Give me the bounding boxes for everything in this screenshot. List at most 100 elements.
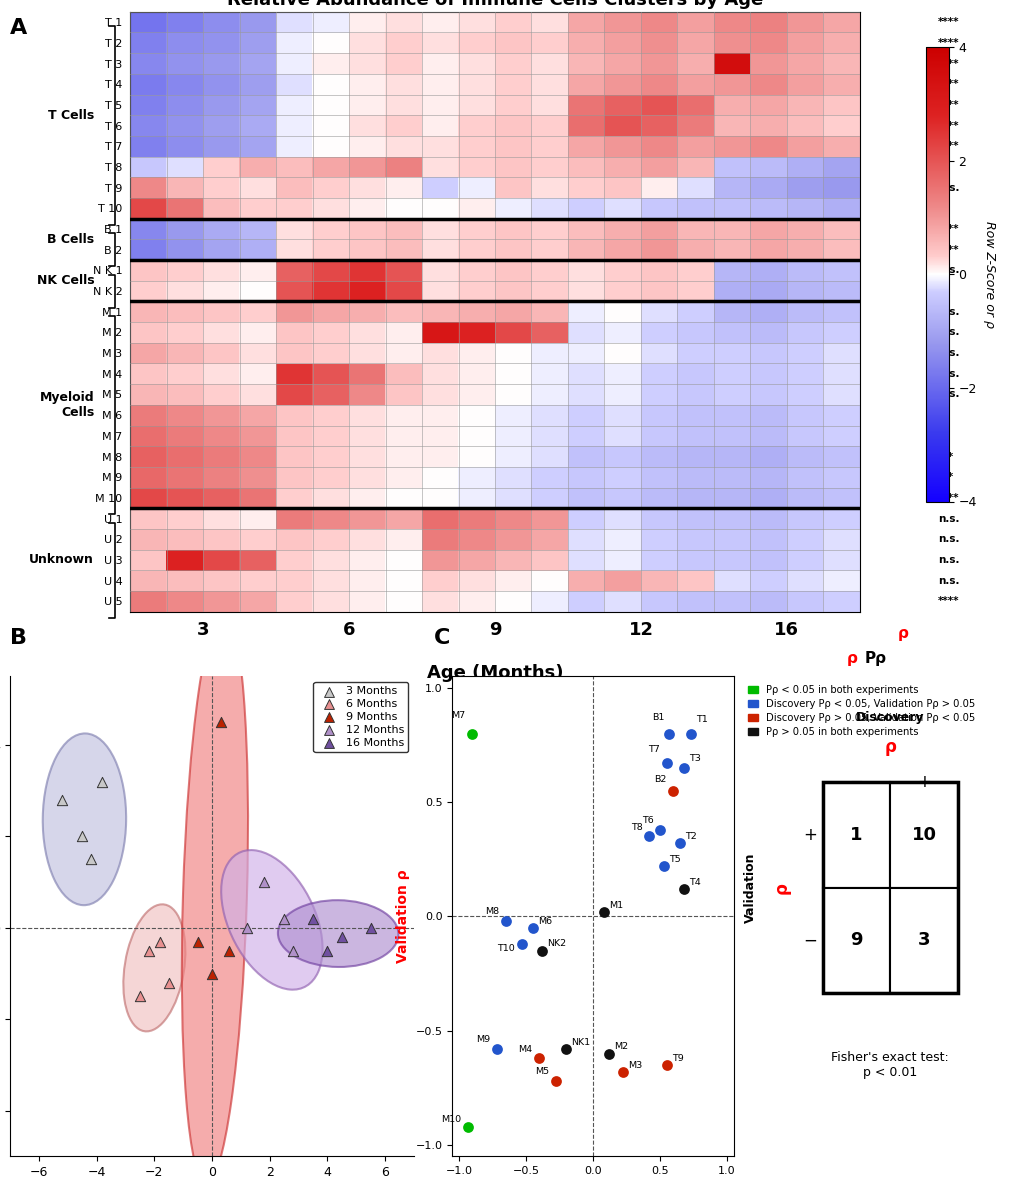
- Text: A: A: [10, 18, 28, 38]
- Text: T1: T1: [696, 715, 707, 725]
- Text: *: *: [936, 162, 943, 172]
- Text: M6: M6: [538, 917, 551, 925]
- Text: ****: ****: [936, 100, 959, 110]
- Point: [460, 1117, 476, 1136]
- Text: B: B: [10, 628, 28, 648]
- Point: [676, 759, 692, 778]
- Point: [531, 1049, 547, 1068]
- Point: [212, 713, 228, 732]
- Text: B1: B1: [651, 713, 663, 722]
- Point: [141, 942, 157, 961]
- Point: [276, 910, 292, 929]
- Ellipse shape: [221, 850, 322, 990]
- Text: n.s.: n.s.: [936, 389, 959, 400]
- Text: B2: B2: [654, 775, 666, 784]
- Bar: [890, 887, 957, 994]
- Text: M10: M10: [441, 1115, 462, 1125]
- Text: T6: T6: [641, 817, 653, 825]
- Text: +: +: [916, 773, 930, 791]
- Text: T9: T9: [672, 1054, 683, 1063]
- Point: [54, 791, 70, 809]
- Point: [658, 1056, 675, 1075]
- Text: *: *: [936, 286, 943, 296]
- Ellipse shape: [181, 610, 248, 1180]
- Text: M7: M7: [451, 710, 466, 720]
- Text: ρ: ρ: [771, 881, 790, 893]
- Point: [94, 772, 110, 791]
- Text: M3: M3: [628, 1061, 642, 1069]
- Point: [533, 942, 549, 961]
- Text: 3: 3: [917, 931, 929, 950]
- Point: [658, 754, 675, 773]
- Point: [83, 850, 99, 868]
- Text: T7: T7: [648, 746, 659, 754]
- Text: T5: T5: [668, 854, 681, 864]
- Text: Discovery: Discovery: [855, 712, 923, 725]
- Title: Relative Abundance of Immune Cells Clusters by Age: Relative Abundance of Immune Cells Clust…: [226, 0, 762, 9]
- Point: [664, 781, 681, 800]
- Point: [497, 912, 514, 931]
- Text: 9: 9: [850, 931, 862, 950]
- Text: ****: ****: [936, 18, 959, 27]
- Text: ****: ****: [936, 142, 959, 151]
- Bar: [822, 782, 957, 994]
- Text: −: −: [802, 931, 816, 950]
- Ellipse shape: [43, 734, 126, 905]
- Point: [595, 903, 611, 922]
- Text: ****: ****: [936, 244, 959, 255]
- Text: ***: ***: [936, 452, 953, 461]
- Text: n.s.: n.s.: [936, 513, 959, 524]
- Text: ****: ****: [936, 79, 959, 90]
- Text: Fisher's exact test:
p < 0.01: Fisher's exact test: p < 0.01: [830, 1051, 949, 1079]
- Text: T4: T4: [689, 878, 701, 886]
- Text: C: C: [433, 628, 449, 648]
- Point: [284, 942, 301, 961]
- Point: [651, 820, 667, 839]
- Y-axis label: Validation ρ: Validation ρ: [395, 870, 410, 963]
- Point: [557, 1040, 574, 1058]
- Text: **: **: [936, 203, 948, 214]
- Text: T2: T2: [685, 832, 697, 841]
- Bar: [890, 782, 957, 887]
- Legend: Pρ < 0.05 in both experiments, Discovery Pρ < 0.05, Validation Pρ > 0.05, Discov: Pρ < 0.05 in both experiments, Discovery…: [744, 682, 978, 741]
- Text: n.s.: n.s.: [936, 266, 959, 275]
- Point: [464, 725, 480, 743]
- Point: [256, 873, 272, 892]
- Point: [160, 974, 176, 992]
- Text: ρ: ρ: [846, 651, 856, 667]
- Point: [131, 986, 148, 1005]
- Text: n.s.: n.s.: [936, 369, 959, 379]
- Text: +: +: [802, 826, 816, 844]
- Text: ρ: ρ: [898, 627, 908, 641]
- Text: T10: T10: [497, 944, 515, 953]
- Text: n.s.: n.s.: [936, 535, 959, 544]
- Bar: [822, 782, 890, 887]
- Text: 1: 1: [850, 826, 862, 844]
- Point: [74, 827, 91, 846]
- Text: T3: T3: [689, 754, 701, 763]
- Text: ***: ***: [936, 472, 953, 483]
- Text: M1: M1: [608, 900, 623, 910]
- Point: [204, 964, 220, 983]
- Text: NK2: NK2: [547, 939, 566, 949]
- Text: M9: M9: [475, 1035, 489, 1044]
- Text: Myeloid
Cells: Myeloid Cells: [40, 391, 94, 419]
- Point: [305, 910, 321, 929]
- Text: ****: ****: [936, 493, 959, 503]
- Text: T Cells: T Cells: [48, 109, 94, 122]
- Point: [676, 879, 692, 898]
- Point: [682, 725, 698, 743]
- Text: **: **: [936, 431, 948, 441]
- Text: n.s.: n.s.: [936, 576, 959, 585]
- Text: n.s.: n.s.: [936, 307, 959, 316]
- Point: [152, 932, 168, 951]
- Text: M2: M2: [613, 1042, 628, 1051]
- Text: M5: M5: [534, 1068, 548, 1076]
- Point: [319, 942, 335, 961]
- Ellipse shape: [277, 900, 398, 966]
- Point: [333, 927, 350, 946]
- Text: ρ: ρ: [883, 738, 896, 755]
- Text: 10: 10: [911, 826, 935, 844]
- Text: Unknown: Unknown: [30, 553, 94, 566]
- Text: *: *: [936, 411, 943, 420]
